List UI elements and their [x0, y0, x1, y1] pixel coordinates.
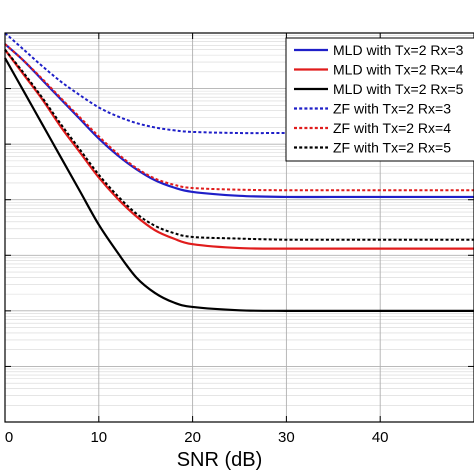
legend-label: MLD with Tx=2 Rx=4	[333, 62, 464, 78]
axis-ticks: 0 10 20 30 40	[4, 32, 474, 446]
series-lines	[4, 32, 474, 312]
x-tick-label: 40	[372, 429, 389, 446]
series-line-6	[4, 49, 474, 241]
plot-frame	[4, 32, 474, 423]
x-tick-label: 20	[184, 429, 201, 446]
x-tick-label: 10	[90, 429, 107, 446]
legend: MLD with Tx=2 Rx=3 MLD with Tx=2 Rx=4 MLD …	[285, 37, 474, 162]
legend-label: MLD with Tx=2 Rx=5	[333, 81, 464, 97]
legend-label: ZF with Tx=2 Rx=3	[333, 101, 451, 117]
x-tick-label: 0	[5, 429, 13, 446]
series-line-3	[4, 57, 474, 312]
series-line-5	[4, 43, 474, 192]
legend-label: ZF with Tx=2 Rx=4	[333, 120, 451, 136]
series-line-1	[4, 43, 474, 199]
x-tick-label: 30	[278, 429, 295, 446]
series-line-2	[4, 49, 474, 250]
x-axis-label: SNR (dB)	[177, 449, 263, 471]
legend-box	[285, 37, 474, 162]
legend-label: MLD with Tx=2 Rx=3	[333, 42, 464, 58]
legend-label: ZF with Tx=2 Rx=5	[333, 140, 451, 156]
